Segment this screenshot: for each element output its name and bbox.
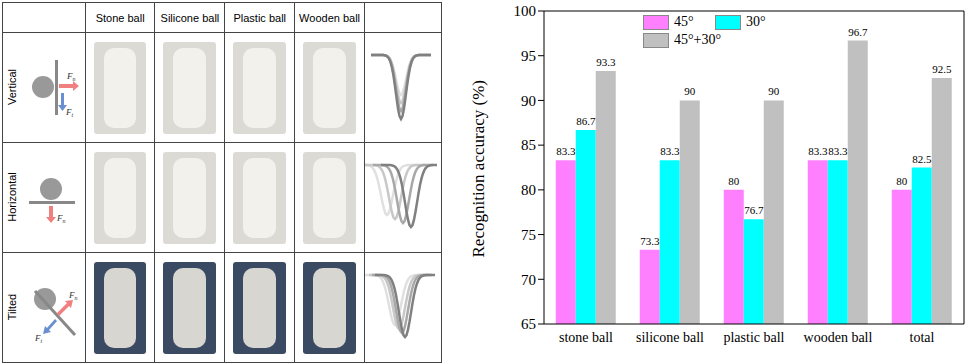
svg-text:75: 75	[521, 227, 536, 243]
svg-text:83.3: 83.3	[808, 145, 828, 157]
html-text:Tilted: Tilted	[6, 293, 18, 321]
svg-text:92.5: 92.5	[932, 63, 952, 75]
svg-text:Fn: Fn	[66, 71, 76, 82]
svg-text:Ft: Ft	[65, 107, 74, 118]
svg-text:73.3: 73.3	[640, 235, 660, 247]
html-text:Stone ball: Stone ball	[95, 11, 145, 24]
svg-text:82.5: 82.5	[912, 153, 932, 165]
svg-text:90: 90	[684, 85, 696, 97]
svg-text:65: 65	[521, 316, 536, 332]
svg-text:85: 85	[521, 137, 536, 153]
svg-text:Recognition accuracy (%): Recognition accuracy (%)	[469, 80, 488, 257]
svg-text:80: 80	[521, 182, 536, 198]
svg-text:Fn: Fn	[68, 290, 78, 301]
html-text:45°+30°: 45°+30°	[674, 32, 722, 47]
svg-text:stone ball: stone ball	[559, 330, 613, 345]
svg-text:96.7: 96.7	[848, 26, 868, 38]
html-text:Horizontal: Horizontal	[6, 172, 18, 222]
html-text:Wooden ball: Wooden ball	[299, 11, 361, 24]
svg-text:total: total	[910, 330, 935, 345]
svg-text:76.7: 76.7	[744, 204, 764, 216]
svg-text:83.3: 83.3	[556, 145, 576, 157]
svg-text:100: 100	[514, 3, 537, 19]
svg-text:Fn: Fn	[56, 213, 66, 224]
svg-text:80: 80	[728, 175, 740, 187]
html-text:30°: 30°	[746, 14, 766, 29]
html-text:Vertical: Vertical	[6, 69, 18, 105]
html-text:Silicone ball: Silicone ball	[160, 11, 220, 24]
svg-text:plastic ball: plastic ball	[723, 330, 784, 345]
svg-text:83.3: 83.3	[660, 145, 680, 157]
svg-text:90: 90	[521, 93, 536, 109]
svg-text:70: 70	[521, 272, 536, 288]
svg-text:Ft: Ft	[34, 333, 43, 344]
svg-text:silicone ball: silicone ball	[636, 330, 704, 345]
svg-text:90: 90	[768, 85, 780, 97]
svg-text:93.3: 93.3	[596, 56, 616, 68]
svg-text:95: 95	[521, 48, 536, 64]
svg-text:86.7: 86.7	[576, 115, 596, 127]
svg-text:83.3: 83.3	[828, 145, 848, 157]
svg-text:80: 80	[896, 175, 908, 187]
svg-text:wooden ball: wooden ball	[804, 330, 873, 345]
html-text:45°: 45°	[674, 14, 694, 29]
html-text:Plastic ball: Plastic ball	[233, 11, 286, 24]
